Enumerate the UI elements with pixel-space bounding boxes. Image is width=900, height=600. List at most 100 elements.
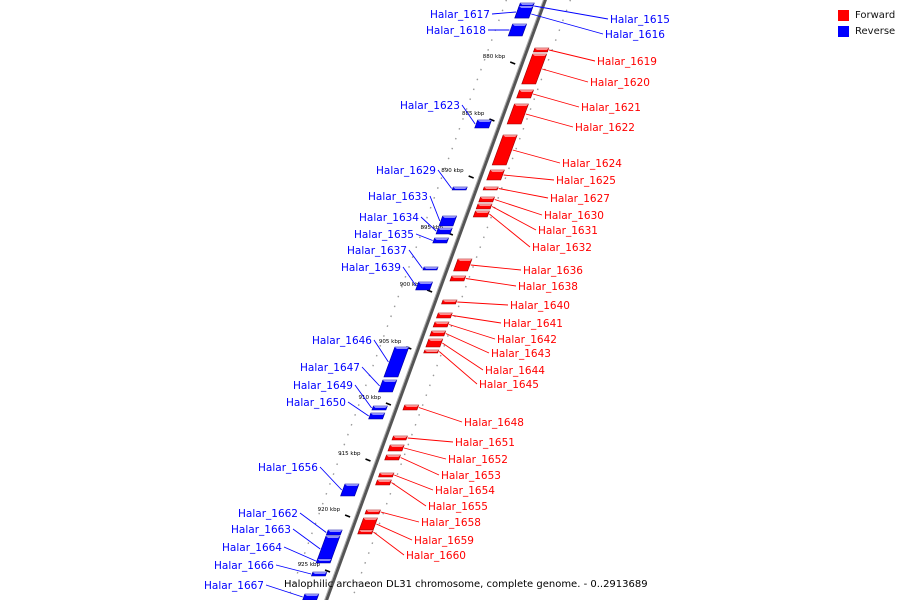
halar-1650-glyph-shine xyxy=(370,413,385,415)
halar-1652-label: Halar_1652 xyxy=(448,454,508,466)
halar-1615-glyph-shine xyxy=(520,3,535,5)
halar-1645-connector xyxy=(438,351,478,385)
halar-1622-label: Halar_1622 xyxy=(575,122,635,134)
halar-1660-glyph-shine xyxy=(359,530,374,532)
halar-1619-connector xyxy=(549,49,596,62)
halar-1656-glyph-shine xyxy=(344,484,359,486)
halar-1654-connector xyxy=(394,474,434,491)
scale-tick-label: 895 kbp xyxy=(420,225,443,231)
halar-1636-glyph-shine xyxy=(457,259,472,261)
scale-tick xyxy=(324,569,331,573)
halar-1639-label: Halar_1639 xyxy=(341,262,401,274)
legend-forward-label: Forward xyxy=(855,10,896,21)
halar-1666-connector xyxy=(275,564,312,575)
halar-1653-connector xyxy=(400,457,440,476)
halar-1658-connector xyxy=(380,511,420,523)
halar-1616-label: Halar_1616 xyxy=(605,29,665,41)
scale-tick-label: 915 kbp xyxy=(338,451,361,457)
scale-tick xyxy=(426,289,433,293)
scale-tick-label: 890 kbp xyxy=(441,168,464,174)
scale-tick xyxy=(468,175,474,179)
scale-tick-label: 880 kbp xyxy=(483,54,506,60)
halar-1658-label: Halar_1658 xyxy=(421,517,481,529)
halar-1648-connector xyxy=(418,407,463,423)
halar-1653-label: Halar_1653 xyxy=(441,470,501,482)
halar-1649-label: Halar_1649 xyxy=(293,380,353,392)
halar-1634-label: Halar_1634 xyxy=(359,212,419,224)
halar-1649-connector xyxy=(354,384,372,409)
scale-tick-label: 910 kbp xyxy=(358,395,381,401)
scale-tick xyxy=(344,514,351,518)
halar-1624-connector xyxy=(512,149,561,164)
scale-tick xyxy=(489,118,495,122)
halar-1638-glyph-shine xyxy=(451,276,466,278)
halar-1652-glyph-shine xyxy=(390,445,405,447)
halar-1617-glyph-shine xyxy=(519,6,534,8)
halar-1654-glyph-shine xyxy=(379,473,394,475)
halar-1663-glyph-shine xyxy=(325,536,340,538)
halar-1634-glyph-shine xyxy=(438,228,453,230)
halar-1641-glyph-shine xyxy=(438,313,453,315)
halar-1621-glyph-shine xyxy=(519,90,534,92)
scale-tick-label: 925 kbp xyxy=(298,562,321,568)
halar-1635-label: Halar_1635 xyxy=(354,229,414,241)
halar-1629-label: Halar_1629 xyxy=(376,165,436,177)
halar-1643-label: Halar_1643 xyxy=(491,348,551,360)
halar-1663-label: Halar_1663 xyxy=(231,524,291,536)
halar-1619-glyph-shine xyxy=(534,48,549,50)
halar-1650-label: Halar_1650 xyxy=(286,397,346,409)
halar-1663-connector xyxy=(292,528,321,550)
halar-1631-label: Halar_1631 xyxy=(538,225,598,237)
halar-1655-label: Halar_1655 xyxy=(428,501,488,513)
halar-1645-label: Halar_1645 xyxy=(479,379,539,391)
halar-1633-glyph-shine xyxy=(442,216,457,218)
halar-1627-glyph-shine xyxy=(484,187,499,189)
halar-1623-connector xyxy=(461,104,476,125)
halar-1640-glyph-shine xyxy=(443,300,457,302)
halar-1654-label: Halar_1654 xyxy=(435,485,495,497)
halar-1643-connector xyxy=(445,333,490,354)
halar-1617-connector xyxy=(491,11,517,15)
halar-1667-label: Halar_1667 xyxy=(204,580,264,592)
halar-1647-glyph-shine xyxy=(382,380,397,382)
halar-1631-connector xyxy=(491,206,537,231)
halar-1624-glyph-shine xyxy=(503,135,518,137)
genome-axis xyxy=(325,0,547,600)
legend-reverse: Reverse xyxy=(838,24,900,39)
halar-1646-glyph xyxy=(383,346,410,378)
halar-1664-connector xyxy=(283,546,317,562)
legend-reverse-label: Reverse xyxy=(855,26,896,37)
halar-1644-connector xyxy=(442,342,484,371)
halar-1648-label: Halar_1648 xyxy=(464,417,524,429)
halar-1615-label: Halar_1615 xyxy=(610,14,670,26)
halar-1642-glyph-shine xyxy=(434,322,449,324)
genome-caption: Halophilic archaeon DL31 chromosome, com… xyxy=(284,579,648,590)
halar-1650-connector xyxy=(347,401,369,417)
halar-1644-label: Halar_1644 xyxy=(485,365,545,377)
halar-1637-connector xyxy=(408,249,423,269)
halar-1624-label: Halar_1624 xyxy=(562,158,622,170)
halar-1632-glyph-shine xyxy=(475,211,490,213)
halar-1647-label: Halar_1647 xyxy=(300,362,360,374)
halar-1633-connector xyxy=(429,195,441,222)
halar-1618-glyph-shine xyxy=(512,24,527,26)
halar-1620-glyph-shine xyxy=(532,54,547,56)
halar-1625-connector xyxy=(503,174,555,181)
forward-swatch xyxy=(838,10,849,21)
halar-1662-glyph-shine xyxy=(328,530,343,532)
halar-1617-label: Halar_1617 xyxy=(430,9,490,21)
halar-1641-label: Halar_1641 xyxy=(503,318,563,330)
halar-1635-glyph-shine xyxy=(434,238,449,240)
halar-1664-glyph-shine xyxy=(317,559,332,561)
halar-1655-glyph-shine xyxy=(377,480,392,482)
halar-1667-glyph-shine xyxy=(304,594,319,596)
halar-1651-label: Halar_1651 xyxy=(455,437,515,449)
halar-1639-glyph-shine xyxy=(418,282,433,284)
halar-1637-glyph-shine xyxy=(424,267,439,269)
scale-tick-label: 900 kbp xyxy=(400,282,423,288)
halar-1627-label: Halar_1627 xyxy=(550,193,610,205)
halar-1622-glyph-shine xyxy=(514,104,529,106)
halar-1656-label: Halar_1656 xyxy=(258,462,318,474)
halar-1629-glyph-shine xyxy=(453,187,468,189)
halar-1667-connector xyxy=(265,584,303,598)
